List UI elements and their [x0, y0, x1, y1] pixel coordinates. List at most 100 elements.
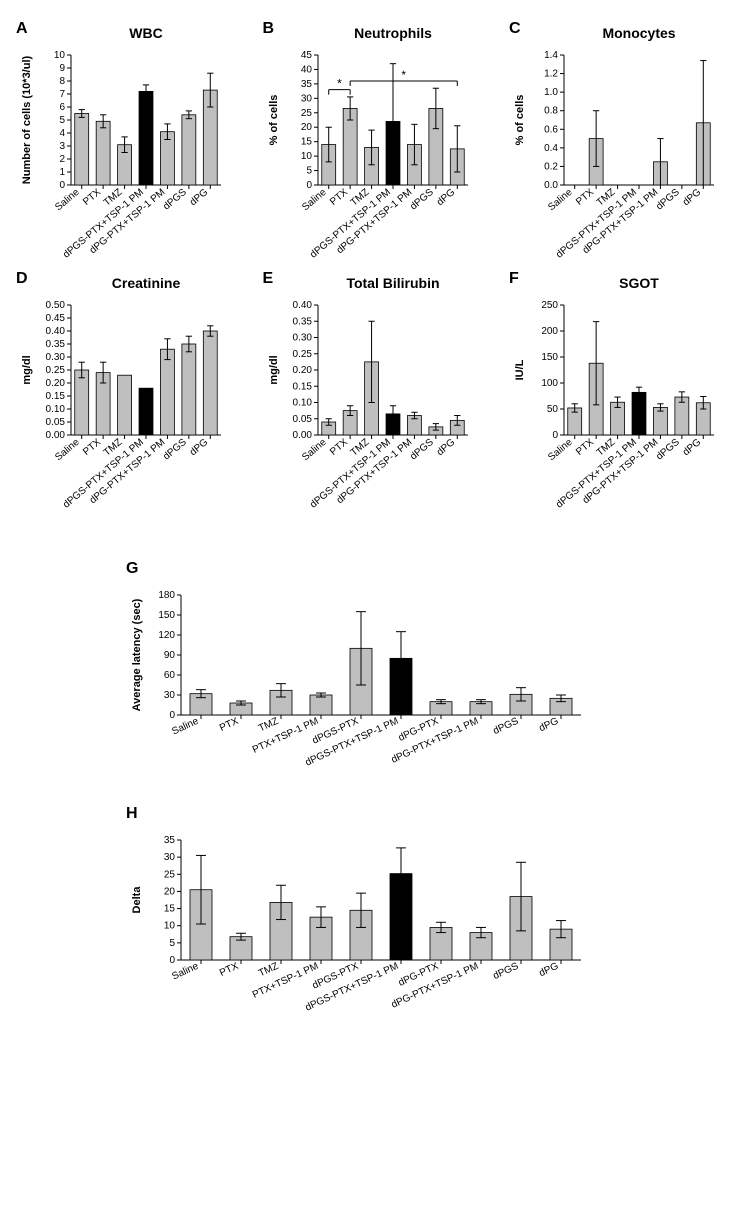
- ytick-label: 0.05: [292, 414, 312, 425]
- ytick-label: 0.15: [292, 381, 312, 392]
- category-label: dPGS: [654, 437, 682, 463]
- category-label: dPG: [681, 187, 704, 208]
- panel-a: AWBC012345678910Number of cells (10*3/ul…: [16, 20, 236, 260]
- ytick-label: 0.45: [46, 313, 66, 324]
- bar: [310, 695, 332, 715]
- panel-f: FSGOT050100150200250IU/LSalinePTXTMZdPGS…: [509, 270, 729, 510]
- bar: [139, 91, 153, 185]
- category-label: PTX: [81, 187, 103, 208]
- ytick-label: 250: [541, 300, 558, 311]
- panel-d: DCreatinine0.000.050.100.150.200.250.300…: [16, 270, 236, 510]
- ytick-label: 0.35: [46, 339, 66, 350]
- row-1: AWBC012345678910Number of cells (10*3/ul…: [16, 20, 729, 260]
- ytick-label: 9: [59, 63, 65, 74]
- ytick-label: 0.6: [544, 124, 558, 135]
- ytick-label: 35: [164, 835, 176, 846]
- y-axis-label: Delta: [131, 886, 143, 914]
- category-label: dPG: [434, 187, 457, 208]
- panel-h: H05101520253035DeltaSalinePTXTMZPTX+TSP-…: [126, 805, 646, 1050]
- ytick-label: 0.25: [292, 349, 312, 360]
- ytick-label: 45: [300, 50, 312, 61]
- ytick-label: 20: [164, 886, 176, 897]
- category-label: dPG: [188, 437, 211, 458]
- ytick-label: 0.00: [292, 430, 312, 441]
- ytick-label: 90: [164, 650, 176, 661]
- ytick-label: 30: [164, 852, 176, 863]
- ytick-label: 1.4: [544, 50, 558, 61]
- ytick-label: 4: [59, 128, 65, 139]
- ytick-label: 0.4: [544, 143, 558, 154]
- ytick-label: 0.0: [544, 180, 558, 191]
- ytick-label: 30: [164, 690, 176, 701]
- bar: [75, 370, 89, 435]
- category-label: PTX: [574, 437, 596, 458]
- category-label: Saline: [546, 437, 575, 464]
- row-2: DCreatinine0.000.050.100.150.200.250.300…: [16, 270, 729, 510]
- category-label: dPG: [537, 716, 560, 735]
- ytick-label: 0.15: [46, 391, 66, 402]
- figure-page: AWBC012345678910Number of cells (10*3/ul…: [0, 0, 745, 1218]
- category-label: Saline: [300, 187, 329, 214]
- significance-marker: *: [337, 77, 342, 91]
- ytick-label: 20: [300, 122, 312, 133]
- y-axis-label: mg/dl: [268, 355, 280, 384]
- category-label: dPGS: [408, 187, 436, 213]
- ytick-label: 25: [164, 869, 176, 880]
- y-axis-label: Average latency (sec): [131, 598, 143, 711]
- panel-letter: D: [16, 270, 28, 288]
- panel-letter: H: [126, 805, 138, 823]
- ytick-label: 15: [164, 904, 176, 915]
- ytick-label: 0.8: [544, 106, 558, 117]
- chart-title: Neutrophils: [354, 25, 432, 41]
- category-label: dPG: [681, 437, 704, 458]
- category-label: TMZ: [257, 716, 280, 735]
- category-label: Saline: [53, 187, 82, 214]
- ytick-label: 0.30: [46, 352, 66, 363]
- ytick-label: 5: [306, 166, 312, 177]
- ytick-label: 40: [300, 64, 312, 75]
- ytick-label: 0.20: [292, 365, 312, 376]
- ytick-label: 10: [300, 151, 312, 162]
- ytick-label: 150: [541, 352, 558, 363]
- spacer: [16, 520, 729, 560]
- ytick-label: 30: [300, 93, 312, 104]
- chart-title: WBC: [129, 25, 162, 41]
- ytick-label: 0.25: [46, 365, 66, 376]
- ytick-label: 7: [59, 89, 65, 100]
- ytick-label: 2: [59, 154, 65, 165]
- ytick-label: 1.2: [544, 69, 558, 80]
- significance-marker: *: [401, 68, 406, 82]
- ytick-label: 0.10: [46, 404, 66, 415]
- ytick-label: 0.2: [544, 161, 558, 172]
- ytick-label: 0.00: [46, 430, 66, 441]
- panel-g: G0306090120150180Average latency (sec)Sa…: [126, 560, 646, 805]
- chart-title: Monocytes: [602, 25, 675, 41]
- panel-e: ETotal Bilirubin0.000.050.100.150.200.25…: [263, 270, 483, 510]
- ytick-label: 0.40: [46, 326, 66, 337]
- category-label: dPG: [434, 437, 457, 458]
- ytick-label: 0.30: [292, 333, 312, 344]
- category-label: PTX: [81, 437, 103, 458]
- ytick-label: 15: [300, 137, 312, 148]
- ytick-label: 0: [306, 180, 312, 191]
- bar: [139, 388, 153, 435]
- ytick-label: 10: [54, 50, 66, 61]
- panel-letter: F: [509, 270, 519, 288]
- category-label: dPG: [188, 187, 211, 208]
- y-axis-label: % of cells: [514, 95, 526, 146]
- bar: [203, 331, 217, 435]
- y-axis-label: mg/dl: [21, 355, 33, 384]
- category-label: PTX: [218, 961, 241, 979]
- category-label: TMZ: [257, 961, 280, 980]
- ytick-label: 180: [158, 590, 175, 601]
- chart-title: SGOT: [619, 275, 659, 291]
- category-label: dPGS: [491, 961, 520, 982]
- ytick-label: 35: [300, 79, 312, 90]
- bar: [160, 349, 174, 435]
- bar: [75, 114, 89, 186]
- ytick-label: 0.40: [292, 300, 312, 311]
- ytick-label: 1.0: [544, 87, 558, 98]
- panel-letter: G: [126, 560, 138, 578]
- bar: [182, 344, 196, 435]
- chart-title: Total Bilirubin: [346, 275, 439, 291]
